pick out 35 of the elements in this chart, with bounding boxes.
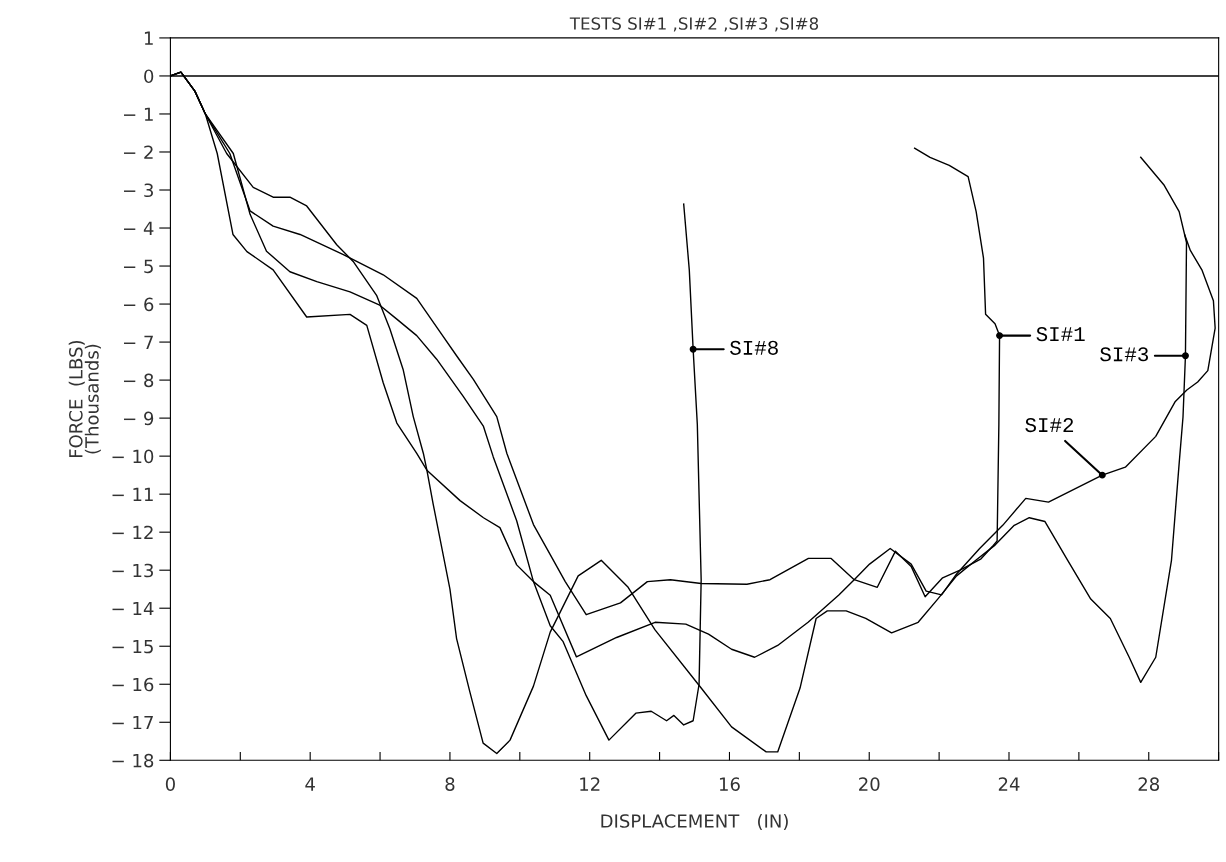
y-tick-label: − 1	[124, 107, 153, 121]
y-axis-title: FORCE (LBS) (Thousands)	[68, 340, 101, 458]
x-tick-label: 0	[165, 777, 175, 791]
chart-title: TESTS SI#1 ,SI#2 ,SI#3 ,SI#8	[569, 17, 819, 32]
annotation: SI#2	[1025, 418, 1074, 433]
x-tick-label: 4	[305, 777, 315, 791]
y-tick-label: − 15	[112, 639, 153, 654]
y-tick-label: − 8	[124, 373, 154, 388]
y-tick-label: − 5	[124, 259, 153, 274]
y-tick-label: − 12	[112, 525, 153, 540]
x-tick-label: 8	[445, 777, 455, 791]
x-tick-label: 12	[580, 777, 600, 791]
y-tick-label: − 17	[112, 715, 153, 730]
y-tick-label: − 10	[112, 449, 154, 464]
y-tick-label: − 3	[124, 183, 153, 198]
y-tick-label: − 7	[124, 335, 153, 349]
x-tick-label: 20	[859, 777, 880, 791]
y-tick-label: 1	[144, 31, 153, 45]
x-tick-label: 28	[1138, 777, 1160, 791]
y-tick-label: − 11	[112, 487, 153, 502]
y-tick-label: − 2	[124, 145, 153, 159]
x-axis-title: DISPLACEMENT (IN)	[601, 813, 788, 830]
annotation: SI#8	[730, 340, 778, 355]
y-tick-label: 0	[144, 69, 154, 84]
y-tick-label: − 13	[112, 563, 153, 578]
y-tick-label: − 6	[124, 297, 154, 312]
x-tick-label: 24	[998, 777, 1020, 791]
y-tick-label: − 4	[124, 221, 154, 235]
y-tick-label: − 14	[112, 601, 154, 616]
annotation: SI#3	[1100, 347, 1149, 362]
y-tick-label: − 18	[112, 753, 154, 768]
x-tick-label: 16	[719, 777, 740, 791]
annotation: SI#1	[1036, 327, 1085, 342]
y-tick-label: − 9	[124, 411, 154, 426]
y-tick-label: − 16	[112, 677, 154, 692]
